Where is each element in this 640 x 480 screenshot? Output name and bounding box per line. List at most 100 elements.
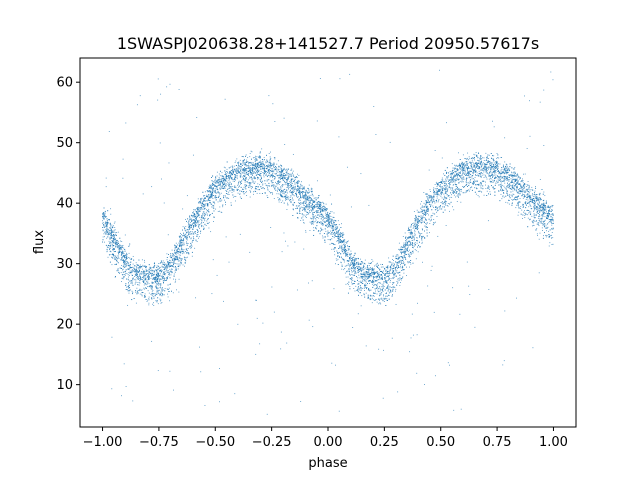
scatter-point [382,290,384,292]
scatter-point [482,187,484,189]
scatter-point [286,176,288,178]
scatter-point [331,238,333,240]
scatter-point [419,221,420,223]
scatter-point [494,167,496,169]
scatter-point [363,269,365,271]
scatter-point [473,153,475,155]
scatter-point [218,184,220,186]
scatter-point [485,170,487,172]
scatter-point [331,220,333,222]
scatter-point [164,270,166,272]
scatter-point [168,291,170,293]
scatter-point [415,227,416,229]
scatter-point [382,286,384,288]
scatter-point [485,152,487,154]
scatter-point [122,256,124,258]
scatter-point [471,162,472,164]
scatter-point [219,188,221,190]
scatter-point [526,197,527,199]
scatter-point [216,197,218,199]
scatter-point [335,224,337,226]
scatter-point [495,177,497,179]
scatter-point [347,252,349,254]
scatter-point [134,283,136,285]
scatter-point [321,228,323,230]
scatter-point [167,288,169,290]
scatter-point [473,171,474,173]
scatter-point [230,166,232,168]
scatter-point [333,243,334,245]
scatter-point [254,166,256,167]
scatter-point [421,241,423,243]
scatter-point [275,183,277,184]
scatter-point [497,182,498,184]
scatter-point [512,193,514,195]
scatter-point [426,200,428,202]
scatter-point [274,157,276,159]
scatter-point [180,238,182,240]
scatter-point [461,161,463,163]
scatter-point [369,294,371,296]
scatter-point [148,302,150,304]
scatter-point [192,216,194,218]
scatter-point [451,189,453,191]
scatter-point [285,199,286,201]
scatter-point [391,295,393,297]
scatter-point [391,264,393,266]
scatter-point [500,180,502,182]
scatter-point [516,199,518,201]
scatter-point [393,260,395,261]
scatter-point [341,223,342,225]
scatter-point [540,204,542,206]
scatter-point [202,213,204,215]
scatter-point [167,293,169,295]
scatter-point [254,159,256,161]
scatter-point [511,171,513,173]
scatter-point [436,211,437,213]
scatter-point [551,221,552,223]
scatter-point [278,180,280,181]
scatter-point [392,272,394,274]
scatter-point [408,226,410,228]
scatter-point [384,278,386,280]
scatter-point [477,184,478,185]
scatter-point [182,242,184,244]
scatter-point [329,212,331,214]
scatter-point [264,174,266,176]
scatter-point [181,248,183,249]
scatter-point [125,274,126,276]
scatter-point [326,225,328,227]
scatter-point [316,204,318,206]
scatter-point [306,197,307,199]
scatter-point [375,276,377,278]
scatter-point [318,205,320,207]
scatter-point [367,275,369,277]
scatter-point [237,189,239,190]
scatter-point [291,184,293,186]
scatter-point [500,184,502,185]
scatter-point [103,216,105,218]
scatter-point [321,221,323,223]
scatter-point [398,266,399,268]
scatter-point [145,268,147,270]
scatter-point [398,272,399,274]
scatter-point [326,216,328,217]
scatter-point [156,277,158,279]
scatter-point [489,161,491,162]
scatter-point [372,292,374,294]
scatter-point [144,275,146,277]
scatter-point [338,230,340,231]
scatter-point [163,262,165,263]
scatter-point [413,236,415,238]
scatter-point [475,174,476,176]
scatter-point [138,271,140,273]
scatter-point [468,172,470,174]
scatter-point [483,171,485,173]
scatter-point [390,278,392,280]
scatter-point [114,221,116,223]
scatter-point [180,232,181,234]
scatter-point [273,165,274,167]
scatter-point [503,185,505,187]
scatter-point [455,196,456,198]
scatter-point [461,181,463,183]
